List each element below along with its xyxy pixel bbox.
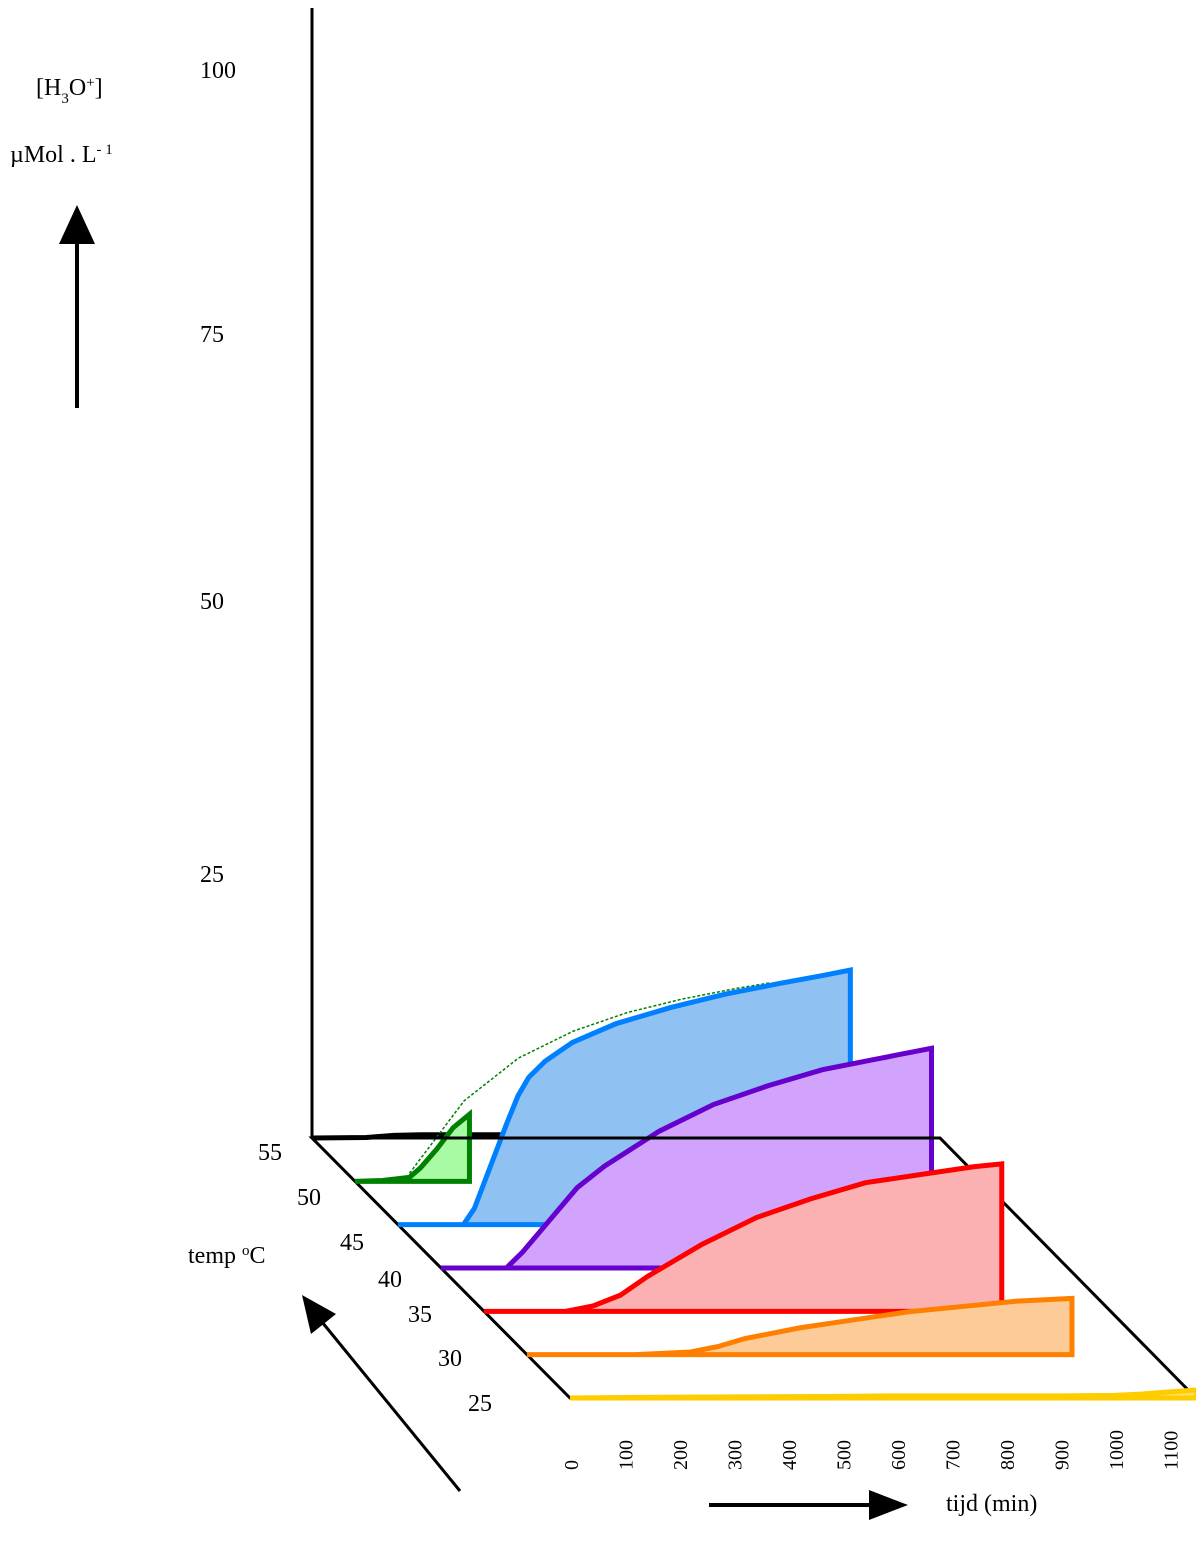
x-tick-label: 600 (888, 1440, 910, 1470)
z-tick-label: 55 (258, 1140, 282, 1166)
series-projection-50 (408, 982, 770, 1174)
z-tick-label: 45 (340, 1230, 364, 1256)
z-axis-label: temp oC (188, 1243, 266, 1269)
y-axis-unit: µMol . L- 1 (10, 142, 113, 168)
chart-series-group (311, 967, 1196, 1401)
series-25 (569, 1387, 1196, 1401)
x-tick-label: 0 (561, 1460, 583, 1470)
series-area-35 (484, 1161, 1005, 1314)
series-dash-25 (651, 1389, 1196, 1399)
x-direction-arrow (709, 1490, 908, 1520)
z-tick-label: 35 (408, 1302, 432, 1328)
x-axis-label: tijd (min) (946, 1491, 1037, 1517)
y-tick-label: 50 (200, 589, 224, 615)
x-tick-label: 200 (670, 1440, 692, 1470)
x-tick-label: 800 (997, 1440, 1019, 1470)
z-tick-label: 40 (378, 1267, 402, 1293)
x-tick-label: 900 (1052, 1440, 1074, 1470)
series-dash-30 (608, 1298, 1073, 1355)
series-area-50 (354, 1109, 472, 1184)
y-tick-label: 25 (200, 862, 224, 888)
x-tick-label: 300 (725, 1440, 747, 1470)
z-tick-label: 25 (468, 1391, 492, 1417)
x-tick-label: 1100 (1161, 1431, 1183, 1470)
x-tick-label: 100 (616, 1440, 638, 1470)
z-direction-arrow (302, 1295, 462, 1492)
chart-axes (310, 8, 940, 1140)
y-tick-label: 100 (200, 58, 236, 84)
z-tick-label: 50 (297, 1185, 321, 1211)
x-tick-label: 400 (779, 1440, 801, 1470)
series-30 (527, 1295, 1075, 1358)
series-dash-50 (436, 1114, 471, 1182)
y-direction-arrow (59, 205, 95, 408)
x-tick-label: 500 (834, 1440, 856, 1470)
x-tick-label: 1000 (1106, 1430, 1128, 1470)
series-50 (354, 982, 770, 1184)
y-tick-label: 75 (200, 322, 224, 348)
x-tick-label: 700 (943, 1440, 965, 1470)
z-tick-label: 30 (438, 1346, 462, 1372)
y-axis-label: [H3O+] (36, 75, 103, 107)
